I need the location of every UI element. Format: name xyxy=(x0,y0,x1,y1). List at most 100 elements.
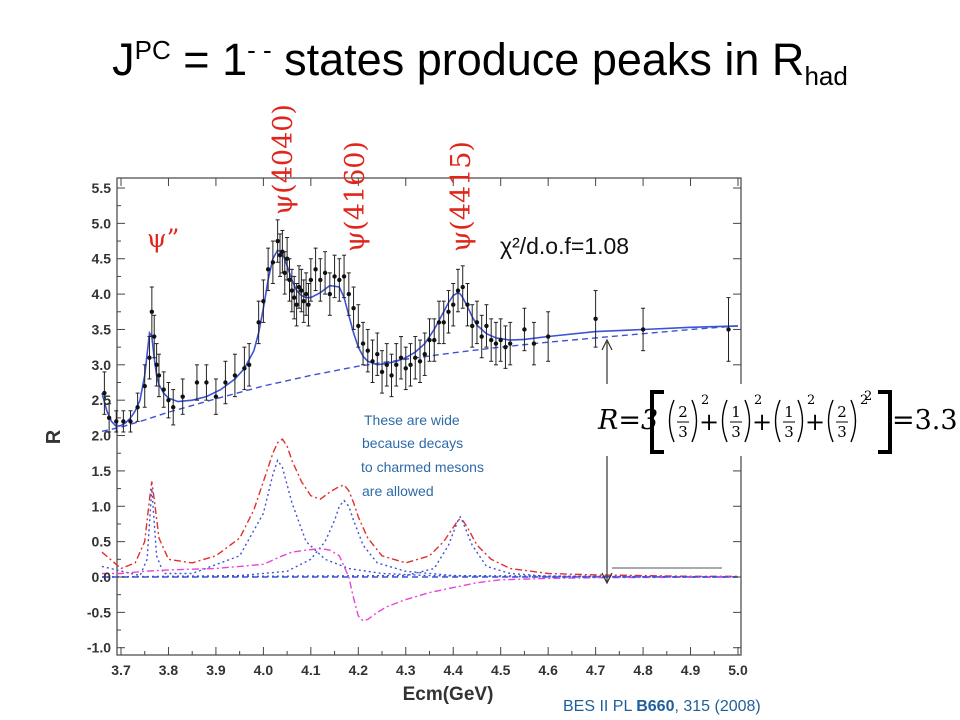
data-point xyxy=(379,369,385,375)
data-point xyxy=(318,277,323,283)
data-point xyxy=(398,355,404,360)
explanation-note: These are wide because decays to charmed… xyxy=(361,412,484,499)
equation-result: =3.3 xyxy=(892,405,958,436)
data-point xyxy=(375,352,380,357)
exponent: 2 xyxy=(807,393,815,408)
data-point xyxy=(474,320,480,325)
data-point xyxy=(332,274,337,279)
data-point xyxy=(213,394,219,399)
reference-citation: BES II PL B660, 315 (2008) xyxy=(563,698,761,715)
x-tick-label: 4.3 xyxy=(396,662,416,678)
data-point xyxy=(246,362,252,368)
plus-sign: + xyxy=(752,408,772,436)
data-point xyxy=(341,274,347,279)
data-point xyxy=(277,252,283,258)
data-point xyxy=(365,348,370,353)
y-tick-label: 0.5 xyxy=(92,534,112,550)
data-point xyxy=(282,270,287,276)
data-point xyxy=(289,288,295,293)
data-point xyxy=(261,298,266,304)
data-point xyxy=(507,341,513,346)
data-point xyxy=(460,284,465,290)
data-point xyxy=(161,387,166,392)
data-point xyxy=(484,323,489,329)
data-point xyxy=(451,302,456,307)
y-tick-label: 0.0 xyxy=(92,569,112,585)
big-bracket-left xyxy=(650,390,664,454)
series-line xyxy=(102,547,739,622)
data-point xyxy=(292,295,297,300)
data-point xyxy=(640,327,646,332)
data-point xyxy=(593,316,598,322)
x-tick-label: 4.4 xyxy=(443,662,463,678)
data-point xyxy=(154,362,159,368)
data-point xyxy=(337,277,342,283)
data-point xyxy=(441,320,446,325)
tick-layer: 3.7 3.8 3.9 4.0 4.1 4.2 4.3 4.4 4.5 4.6 4.7 4.8 4.9 5… xyxy=(87,178,748,678)
paren-right xyxy=(797,399,804,443)
data-point xyxy=(156,373,162,378)
fraction-denominator: 3 xyxy=(837,423,847,441)
x-tick-label: 4.9 xyxy=(681,662,701,678)
data-point xyxy=(432,337,437,343)
data-point xyxy=(102,390,107,396)
data-point xyxy=(531,341,537,346)
y-tick-label: 5.5 xyxy=(92,180,112,196)
data-point xyxy=(152,334,157,339)
paren-left xyxy=(721,399,728,443)
ref-suffix: , 315 (2008) xyxy=(674,698,760,715)
exponent: 2 xyxy=(701,393,709,408)
data-point xyxy=(389,373,394,378)
fraction-numerator: 1 xyxy=(731,403,741,421)
fraction-numerator: 2 xyxy=(678,403,688,421)
data-point xyxy=(275,238,280,244)
y-tick-label: 2.0 xyxy=(92,428,112,444)
data-point xyxy=(242,366,247,371)
title-eq: = 1 xyxy=(170,34,248,85)
data-point xyxy=(149,309,155,314)
note-line: to charmed mesons xyxy=(361,459,484,475)
plus-sign: + xyxy=(805,408,825,436)
y-tick-label: -0.5 xyxy=(87,604,111,620)
data-point xyxy=(479,334,484,339)
title-pc: PC xyxy=(134,35,171,65)
y-tick-label: 3.5 xyxy=(92,321,112,337)
data-point xyxy=(322,270,328,276)
data-point xyxy=(194,380,200,385)
data-point xyxy=(313,267,318,272)
exponent: 2 xyxy=(754,393,762,408)
data-point xyxy=(384,362,389,368)
fraction-denominator: 3 xyxy=(784,423,794,441)
data-point xyxy=(121,419,126,424)
data-point xyxy=(726,327,731,332)
ref-volume: B660 xyxy=(636,698,674,715)
data-point xyxy=(545,334,551,339)
data-point xyxy=(287,277,292,283)
data-point xyxy=(204,380,209,385)
data-point xyxy=(446,309,451,314)
data-point xyxy=(455,288,461,293)
psi-4160-label: ψ(4160) xyxy=(340,141,371,252)
data-point xyxy=(422,352,427,357)
x-tick-label: 3.7 xyxy=(111,662,131,678)
title-j: J xyxy=(112,34,135,85)
y-tick-label: -1.0 xyxy=(87,640,111,656)
series-line xyxy=(101,458,738,578)
x-tick-label: 3.9 xyxy=(206,662,226,678)
y-tick-label: 1.0 xyxy=(92,498,112,514)
data-point xyxy=(114,419,119,424)
y-tick-label: 4.0 xyxy=(92,286,112,302)
note-line: These are wide xyxy=(364,412,460,428)
fraction-denominator: 3 xyxy=(678,423,688,441)
arrow-annotation xyxy=(601,338,722,585)
data-point xyxy=(171,405,176,410)
exponent: 2 xyxy=(860,393,868,408)
data-point xyxy=(470,323,475,329)
curve-layer xyxy=(101,249,739,622)
series-line xyxy=(101,438,738,577)
data-point xyxy=(346,291,352,297)
data-point xyxy=(294,302,299,307)
psi-double-prime-label: ψ” xyxy=(147,224,179,253)
data-point xyxy=(142,383,147,389)
